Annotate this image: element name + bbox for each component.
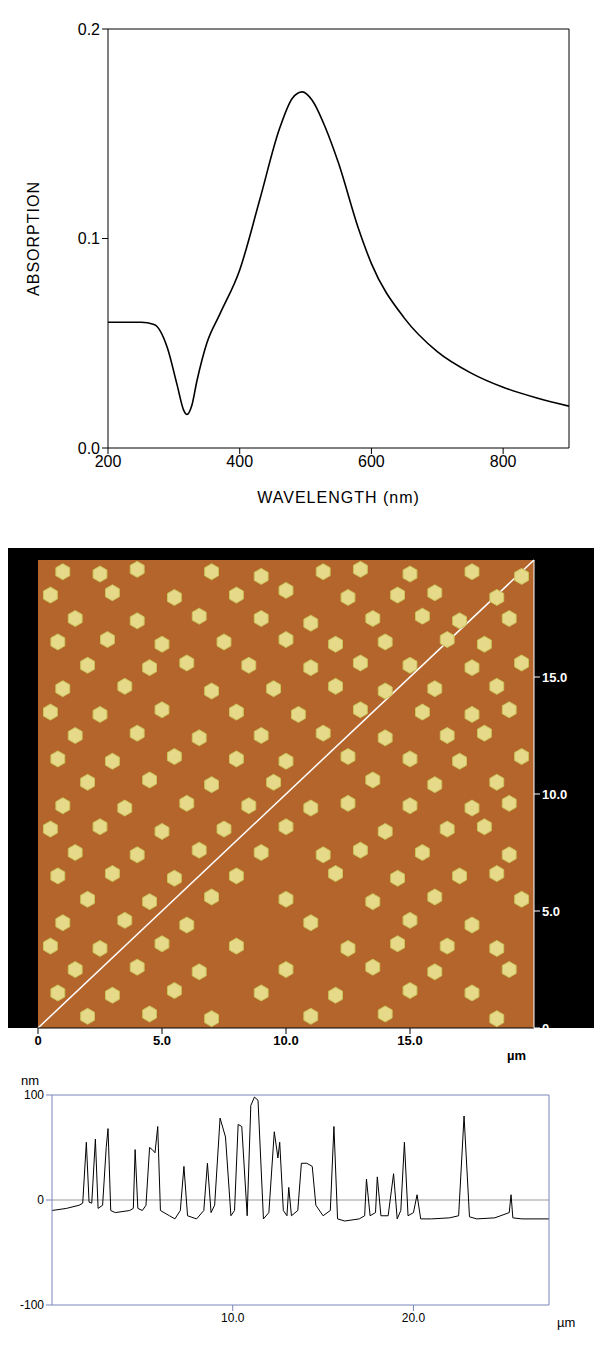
svg-text:15.0: 15.0 xyxy=(542,670,567,685)
svg-text:µm: µm xyxy=(507,1048,526,1063)
svg-text:WAVELENGTH (nm): WAVELENGTH (nm) xyxy=(257,489,420,506)
svg-text:10.0: 10.0 xyxy=(273,1033,298,1048)
svg-text:0: 0 xyxy=(34,1033,41,1048)
svg-text:5.0: 5.0 xyxy=(542,904,560,919)
svg-text:0: 0 xyxy=(542,1021,549,1036)
svg-text:100: 100 xyxy=(24,1088,44,1102)
svg-text:0.0: 0.0 xyxy=(78,440,100,457)
svg-text:20.0: 20.0 xyxy=(402,1311,426,1325)
svg-text:0.1: 0.1 xyxy=(78,230,100,247)
svg-text:600: 600 xyxy=(358,453,385,470)
svg-text:0: 0 xyxy=(37,1193,44,1207)
svg-text:0.2: 0.2 xyxy=(78,21,100,38)
svg-text:15.0: 15.0 xyxy=(397,1033,422,1048)
svg-text:5.0: 5.0 xyxy=(153,1033,171,1048)
svg-text:nm: nm xyxy=(21,1073,39,1088)
svg-text:200: 200 xyxy=(94,453,122,471)
svg-text:10.0: 10.0 xyxy=(221,1311,245,1325)
svg-text:800: 800 xyxy=(490,453,517,470)
svg-text:µm: µm xyxy=(557,1315,575,1330)
svg-text:400: 400 xyxy=(226,453,253,470)
svg-text:-100: -100 xyxy=(20,1298,44,1312)
svg-text:ABSORPTION: ABSORPTION xyxy=(25,181,42,296)
svg-text:10.0: 10.0 xyxy=(542,787,567,802)
